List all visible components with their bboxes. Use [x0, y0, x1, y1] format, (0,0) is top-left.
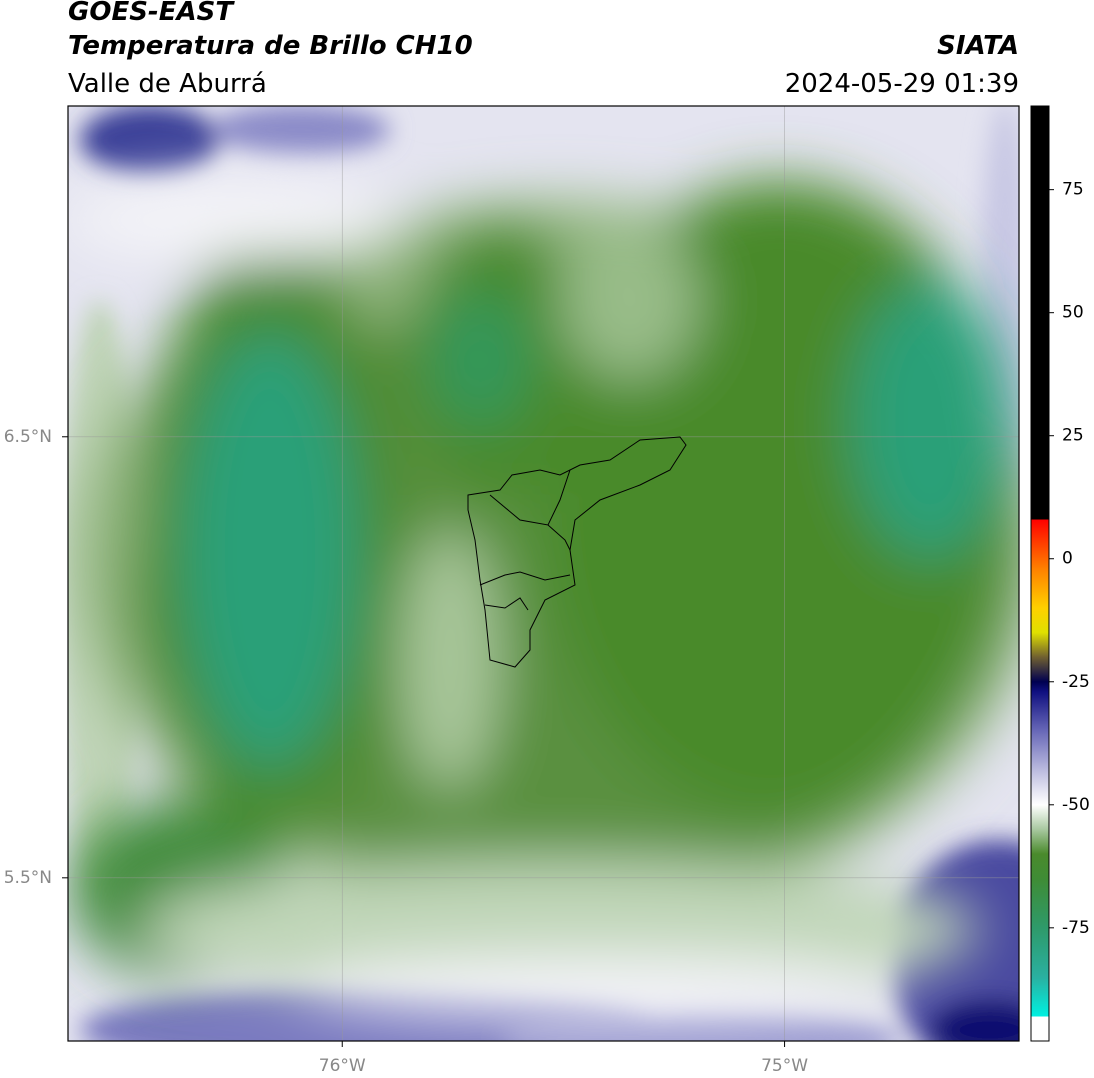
- x-tick-label: 76°W: [319, 1056, 366, 1076]
- source: SIATA: [937, 31, 1019, 61]
- timestamp: 2024-05-29 01:39: [785, 69, 1019, 99]
- map-frame: [67, 105, 1020, 1042]
- colorbar-tick-label: -75: [1062, 918, 1090, 938]
- colorbar-tick-label: 25: [1062, 426, 1084, 446]
- colorbar-tick-label: 75: [1062, 180, 1084, 200]
- x-tick-label: 75°W: [761, 1056, 808, 1076]
- subtitle: Temperatura de Brillo CH10: [68, 31, 473, 61]
- valle-de-aburra-outline: [467, 436, 687, 668]
- colorbar-tick-label: 50: [1062, 303, 1084, 323]
- y-tick-label: 5.5°N: [4, 868, 52, 888]
- colorbar-tick-label: -25: [1062, 672, 1090, 692]
- colorbar-tick-label: -50: [1062, 795, 1090, 815]
- title: GOES-EAST: [68, 0, 235, 27]
- region: Valle de Aburrá: [68, 69, 267, 99]
- y-tick-label: 6.5°N: [4, 427, 52, 447]
- graticule: [68, 106, 1019, 1041]
- colorbar-tick-label: 0: [1062, 549, 1073, 569]
- brightness-field: [68, 106, 1019, 1041]
- colorbar: [1030, 105, 1050, 1042]
